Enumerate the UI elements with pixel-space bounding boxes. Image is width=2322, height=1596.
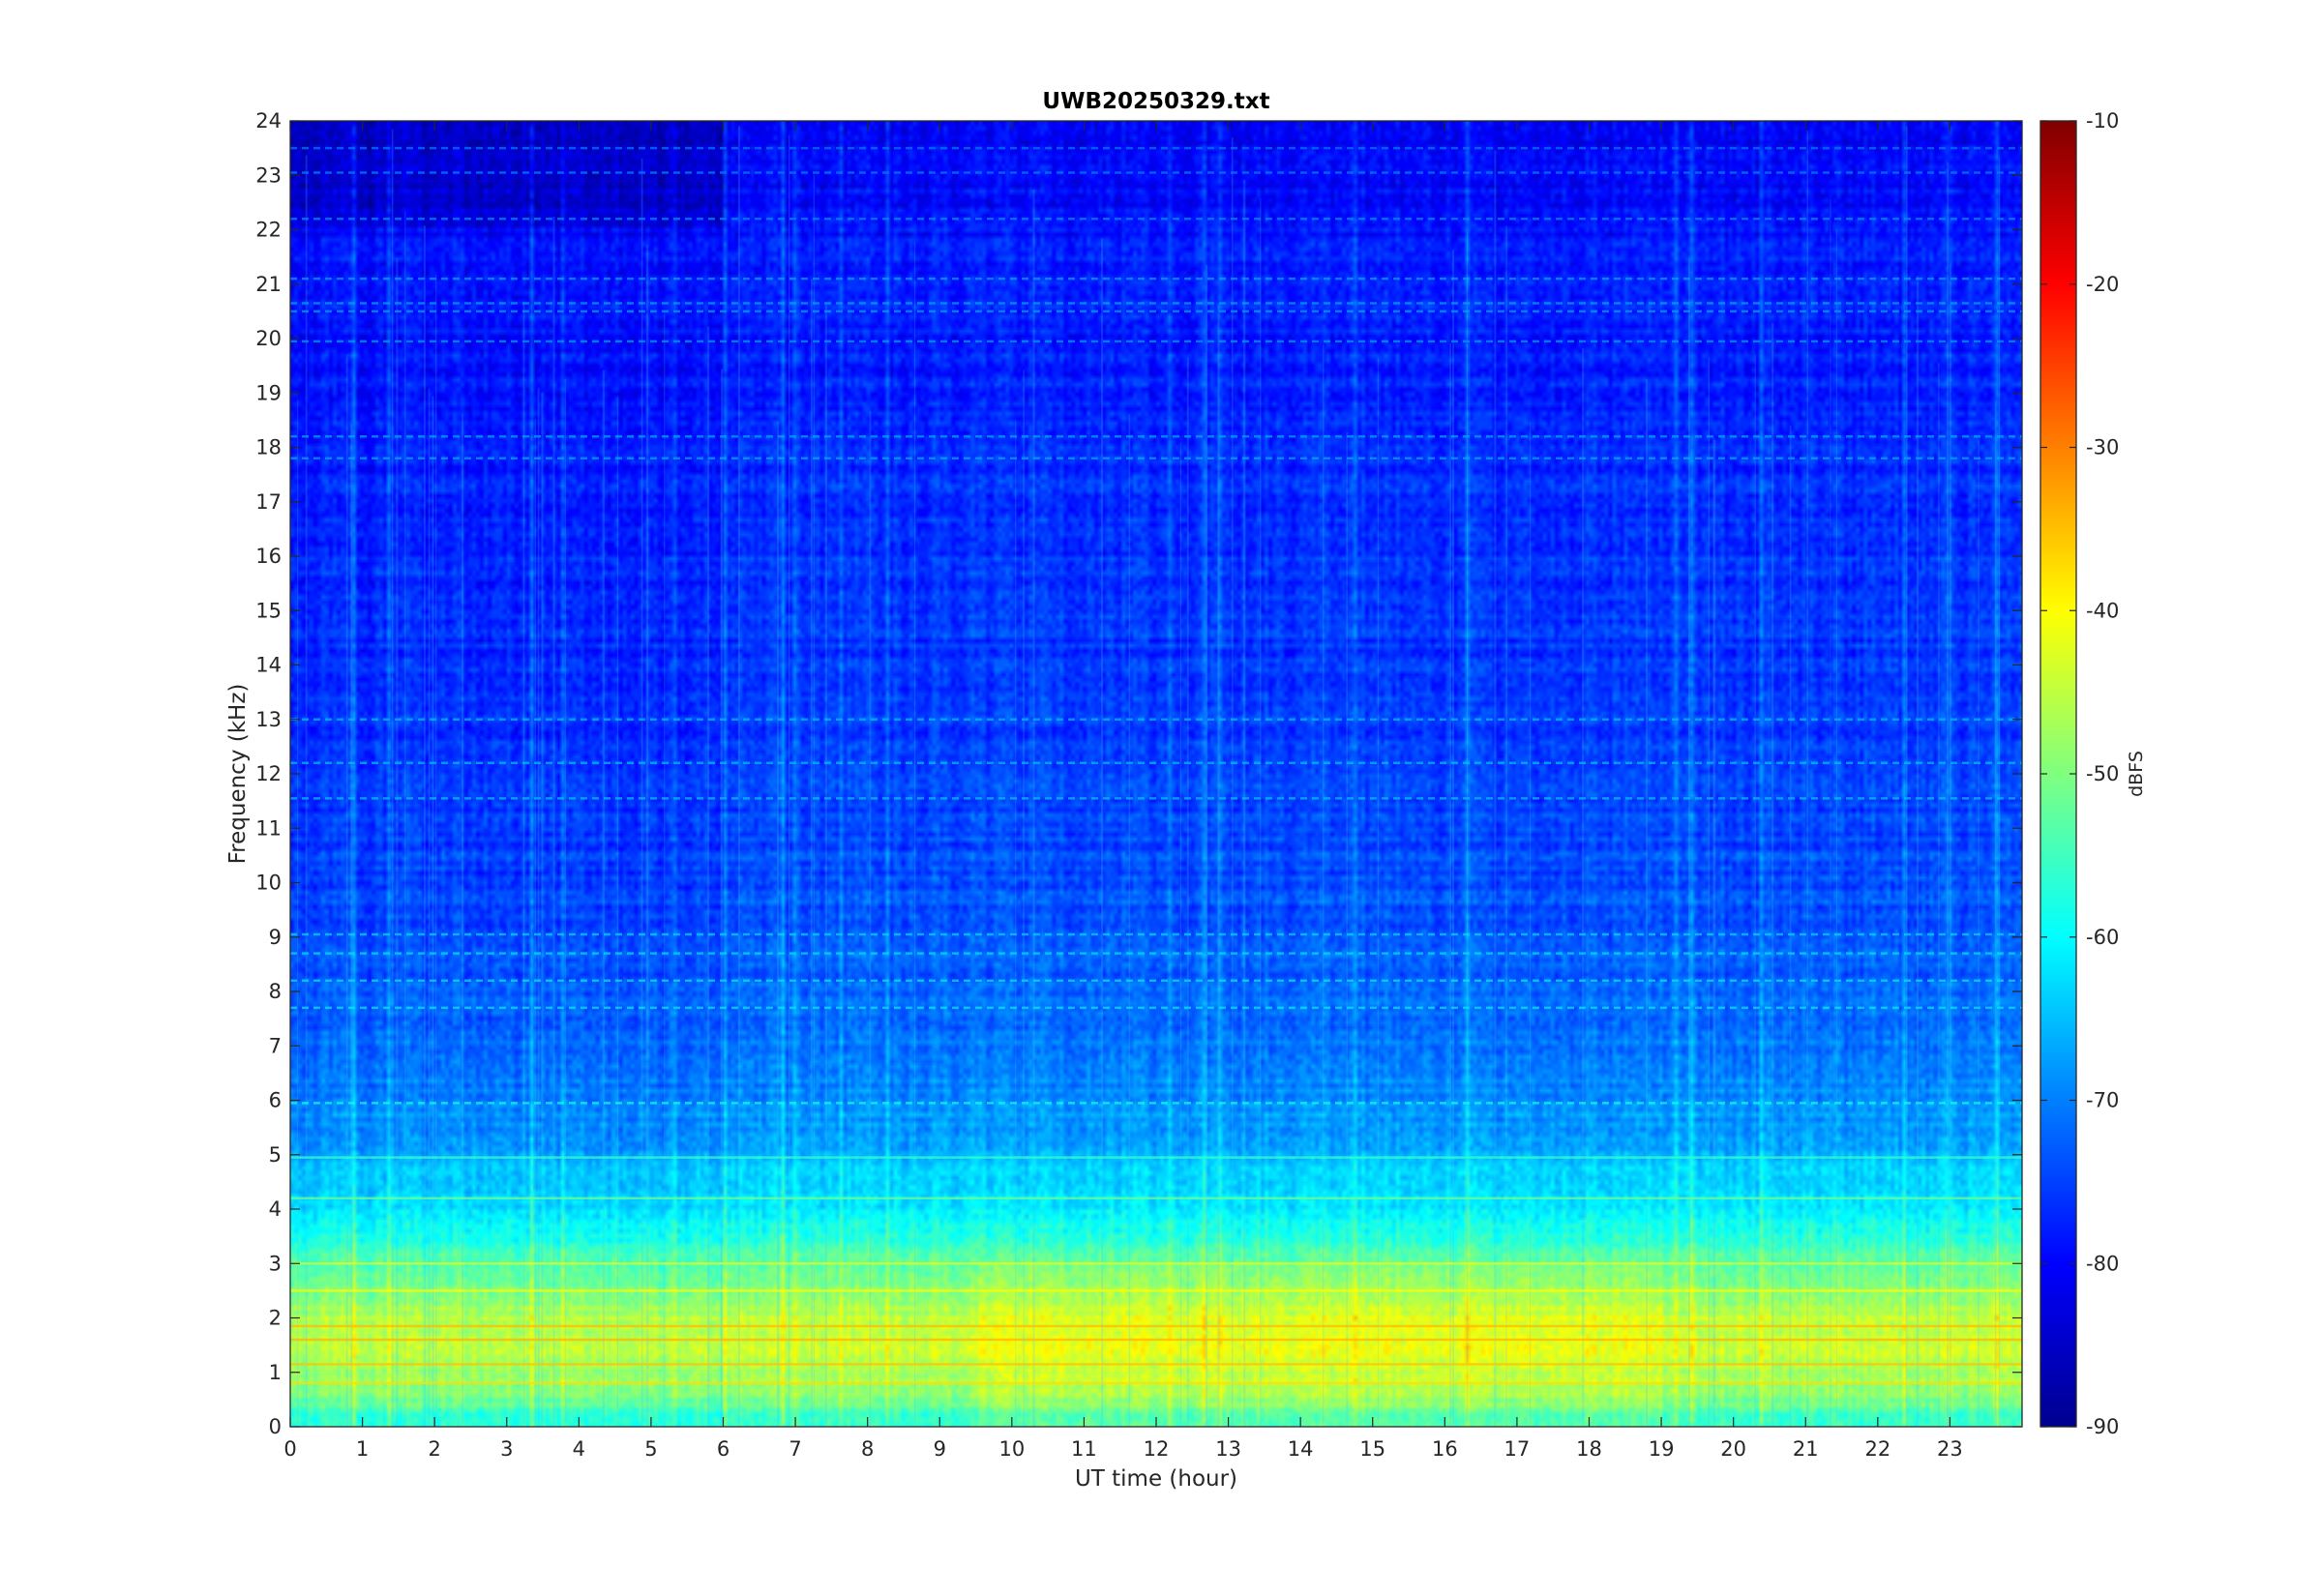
y-tick-label: 9 (269, 926, 282, 949)
colorbar-tick-label: -40 (2086, 599, 2119, 622)
colorbar-tick-label: -30 (2086, 436, 2119, 459)
y-tick-label: 24 (255, 109, 282, 133)
spectrogram-heatmap (290, 121, 2022, 1427)
x-axis: 0 1 2 3 4 5 6 7 8 9 10 11 12 13 14 15 16 17 18 19 20 21 22 23 (283, 121, 1963, 1461)
y-tick-label: 12 (255, 762, 282, 785)
x-tick-label: 10 (998, 1437, 1025, 1461)
y-tick-label: 23 (255, 163, 282, 187)
colorbar-ticks: -10 -20 -30 -40 -50 -60 -70 -80 -90 (2040, 109, 2119, 1438)
x-tick-label: 5 (644, 1437, 657, 1461)
x-tick-label: 6 (717, 1437, 729, 1461)
y-tick-label: 10 (255, 872, 282, 895)
colorbar-tick-label: -60 (2086, 926, 2119, 949)
y-tick-label: 0 (269, 1415, 282, 1438)
y-tick-label: 11 (255, 816, 282, 840)
y-tick-label: 7 (269, 1034, 282, 1057)
x-tick-label: 14 (1288, 1437, 1314, 1461)
x-tick-label: 16 (1432, 1437, 1458, 1461)
x-tick-label: 1 (356, 1437, 369, 1461)
colorbar-tick-label: -20 (2086, 273, 2119, 296)
y-axis-title: Frequency (kHz) (225, 684, 251, 865)
colorbar-tick-label: -70 (2086, 1089, 2119, 1112)
y-tick-label: 3 (269, 1252, 282, 1275)
y-tick-label: 1 (269, 1361, 282, 1384)
x-tick-label: 7 (789, 1437, 801, 1461)
x-tick-label: 15 (1359, 1437, 1385, 1461)
x-tick-label: 20 (1720, 1437, 1746, 1461)
x-axis-title: UT time (hour) (1075, 1466, 1237, 1492)
y-tick-label: 2 (269, 1307, 282, 1330)
x-tick-label: 4 (573, 1437, 585, 1461)
y-tick-label: 4 (269, 1197, 282, 1221)
x-tick-label: 21 (1793, 1437, 1819, 1461)
y-tick-label: 18 (255, 436, 282, 459)
colorbar-tick-label: -90 (2086, 1415, 2119, 1438)
x-tick-label: 12 (1144, 1437, 1170, 1461)
y-tick-label: 20 (255, 327, 282, 350)
y-tick-label: 19 (255, 381, 282, 404)
x-tick-label: 9 (934, 1437, 946, 1461)
colorbar-tick-label: -50 (2086, 762, 2119, 785)
y-tick-label: 14 (255, 654, 282, 677)
chart-title: UWB20250329.txt (1042, 89, 1269, 114)
colorbar-tick-label: -80 (2086, 1252, 2119, 1275)
x-tick-label: 18 (1576, 1437, 1602, 1461)
y-tick-label: 5 (269, 1143, 282, 1167)
y-tick-label: 16 (255, 545, 282, 568)
vertical-bursts (297, 126, 2001, 1427)
x-tick-label: 8 (861, 1437, 874, 1461)
x-tick-label: 11 (1071, 1437, 1097, 1461)
x-tick-label: 2 (428, 1437, 440, 1461)
colorbar-label: dBFS (2126, 751, 2147, 797)
colorbar-tick-label: -10 (2086, 109, 2119, 133)
x-tick-label: 19 (1649, 1437, 1675, 1461)
x-tick-label: 0 (283, 1437, 296, 1461)
x-tick-label: 22 (1864, 1437, 1890, 1461)
x-tick-label: 23 (1937, 1437, 1963, 1461)
y-tick-label: 8 (269, 980, 282, 1003)
y-tick-label: 17 (255, 490, 282, 514)
y-tick-label: 22 (255, 219, 282, 242)
y-tick-label: 21 (255, 273, 282, 296)
narrowband-lines (290, 146, 2022, 1385)
y-tick-label: 15 (255, 599, 282, 622)
y-tick-label: 13 (255, 708, 282, 731)
y-tick-label: 6 (269, 1089, 282, 1112)
x-tick-label: 13 (1215, 1437, 1241, 1461)
x-tick-label: 17 (1504, 1437, 1531, 1461)
x-tick-label: 3 (500, 1437, 513, 1461)
